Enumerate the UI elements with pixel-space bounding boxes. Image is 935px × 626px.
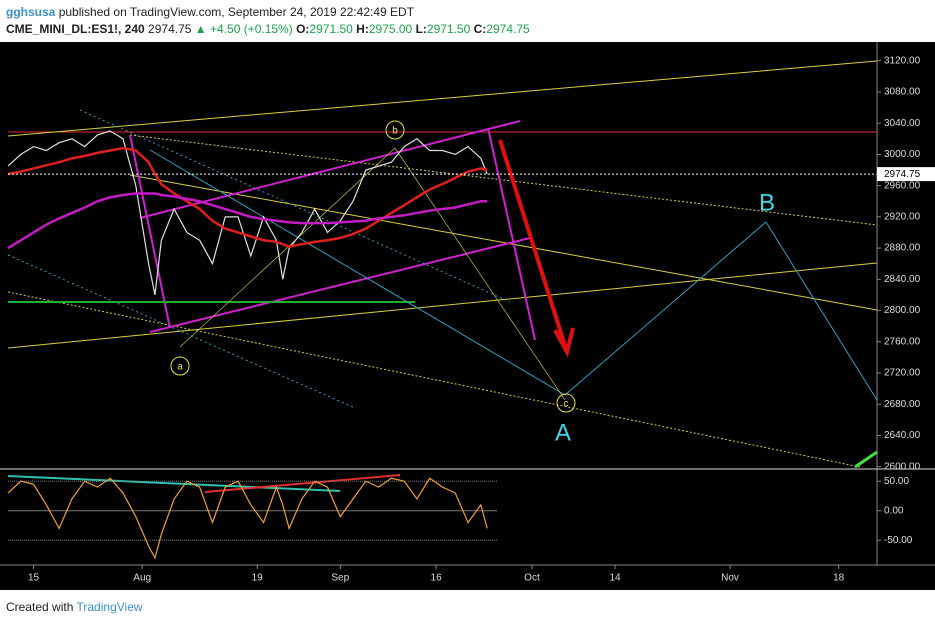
osc-divergence: [7, 475, 341, 492]
x-tick-label: 19: [252, 573, 264, 584]
projection: [564, 221, 767, 396]
green-line: [854, 450, 878, 469]
series-line: [7, 192, 488, 250]
label-circle: [385, 120, 405, 140]
label-circle: [556, 393, 576, 413]
y-tick-label: 2880.00: [884, 243, 921, 254]
footer: Created with TradingView: [6, 600, 143, 614]
y-tick-label: 3000.00: [884, 149, 921, 160]
trendline: [7, 60, 878, 137]
x-tick-label: Oct: [524, 573, 540, 584]
x-tick-label: 14: [609, 573, 621, 584]
red-arrow-head: [553, 327, 575, 358]
wave-label: B: [759, 189, 775, 216]
x-tick-label: Aug: [133, 573, 151, 584]
publish-line: gghsusa published on TradingView.com, Se…: [6, 4, 530, 21]
series-line: [7, 130, 488, 296]
l-label: L:: [415, 22, 427, 36]
created-with: Created with: [6, 600, 74, 614]
x-tick-label: Nov: [721, 573, 739, 584]
y-tick-label: 2680.00: [884, 399, 921, 410]
y-tick-label: 2840.00: [884, 274, 921, 285]
background: [0, 42, 935, 590]
series-line: [7, 477, 488, 560]
c-label: C:: [473, 22, 487, 36]
trendline: [7, 291, 861, 468]
chart: a b c A B 3120.00 3080.00 3040.00 3000.00 29…: [0, 42, 935, 590]
wave-label: c: [564, 399, 569, 410]
projection: [765, 221, 878, 401]
change-value: +4.50 (+0.15%): [210, 22, 293, 36]
wave: [179, 147, 396, 348]
h: 2975.00: [368, 22, 413, 36]
channel: [487, 127, 536, 341]
y-tick-label: 2920.00: [884, 211, 921, 222]
brand[interactable]: TradingView: [76, 600, 143, 614]
x-tick-label: 16: [431, 573, 443, 584]
c: 2974.75: [486, 22, 530, 36]
wave: [394, 147, 566, 401]
y-tick-label: 50.00: [884, 476, 909, 487]
red-arrow: [498, 139, 569, 353]
wave-label: b: [392, 126, 398, 137]
y-tick-label: -50.00: [884, 535, 913, 546]
channel: [129, 134, 171, 329]
h-label: H:: [356, 22, 369, 36]
price: 2974.75: [148, 22, 192, 36]
header: gghsusa published on TradingView.com, Se…: [6, 4, 530, 38]
x-tick-label: 15: [28, 573, 40, 584]
trendline: [7, 262, 878, 349]
y-tick-label: 2800.00: [884, 305, 921, 316]
y-tick-label: 3080.00: [884, 87, 921, 98]
trendline: [129, 174, 878, 311]
y-tick-label: 0.00: [884, 505, 904, 516]
osc-divergence: [204, 474, 401, 493]
y-tick-label: 2960.00: [884, 180, 921, 191]
l: 2971.50: [426, 22, 471, 36]
published: published on TradingView.com, September …: [58, 5, 415, 19]
y-tick-label: 3120.00: [884, 55, 921, 66]
quote-line: CME_MINI_DL:ES1!, 240 2974.75 ▲ +4.50 (+…: [6, 21, 530, 38]
series-line: [7, 146, 488, 248]
trendline: [79, 109, 511, 303]
trendline: [129, 134, 878, 226]
wave-labels: a b c A B: [170, 120, 775, 446]
x-tick-label: 18: [833, 573, 845, 584]
y-tick-label: 2640.00: [884, 430, 921, 441]
wave-label: a: [177, 362, 183, 373]
user[interactable]: gghsusa: [6, 5, 56, 19]
label-circle: [170, 356, 190, 376]
y-tick-label: 2760.00: [884, 336, 921, 347]
wave-label: A: [555, 419, 571, 446]
trendline: [149, 149, 566, 396]
o: 2971.50: [309, 22, 353, 36]
symbol: CME_MINI_DL:ES1!, 240: [6, 22, 145, 36]
trendline: [7, 254, 356, 409]
last-price-box: [877, 167, 935, 182]
x-tick-label: Sep: [331, 573, 349, 584]
change: ▲ +4.50 (+0.15%): [194, 22, 293, 36]
y-tick-label: 2600.00: [884, 461, 921, 472]
o-label: O:: [296, 22, 310, 36]
y-tick-label: 2720.00: [884, 368, 921, 379]
last-price-label: 2974.75: [884, 169, 921, 180]
drawings: [7, 60, 878, 493]
y-tick-label: 3040.00: [884, 118, 921, 129]
